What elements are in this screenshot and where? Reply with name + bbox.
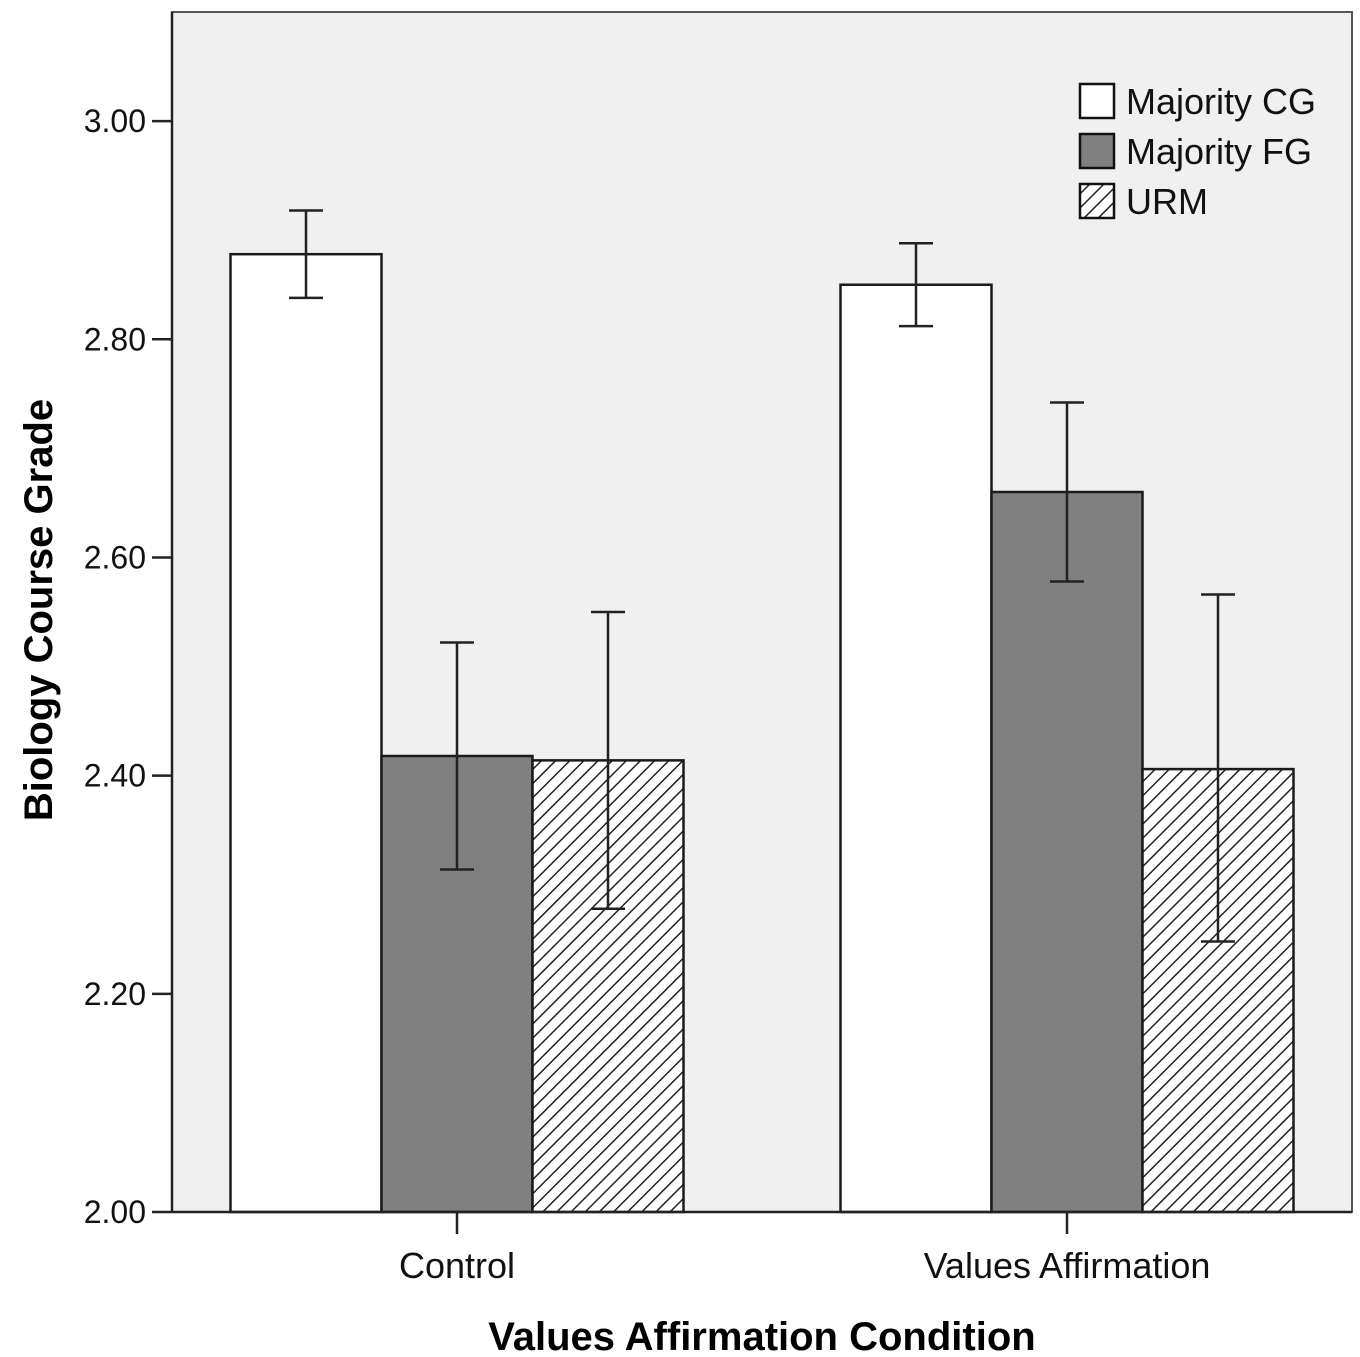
y-tick-label: 2.00	[84, 1194, 146, 1230]
x-tick-label: Values Affirmation	[924, 1245, 1211, 1286]
y-tick-label: 3.00	[84, 103, 146, 139]
y-tick-label: 2.20	[84, 976, 146, 1012]
error-bar	[1050, 401, 1084, 583]
legend-label: Majority FG	[1126, 131, 1312, 172]
x-axis-title: Values Affirmation Condition	[488, 1315, 1035, 1357]
y-tick-label: 2.40	[84, 758, 146, 794]
error-bar	[591, 610, 625, 910]
legend-swatch	[1078, 182, 1116, 220]
bar-values-affirmation-majority-cg	[839, 283, 993, 1214]
legend-label: Majority CG	[1126, 81, 1316, 122]
error-bar	[1201, 593, 1235, 943]
error-bar	[289, 209, 323, 300]
error-bar	[440, 641, 474, 871]
legend-label: URM	[1126, 181, 1208, 222]
x-tick-label: Control	[399, 1245, 515, 1286]
legend: Majority CG Majority FG URM	[1078, 81, 1316, 222]
bar-values-affirmation-majority-fg	[990, 490, 1144, 1214]
error-bar	[899, 242, 933, 328]
legend-swatch	[1078, 132, 1116, 170]
y-axis-title: Biology Course Grade	[17, 399, 61, 821]
bar-control-majority-cg	[229, 252, 383, 1214]
y-tick-label: 2.60	[84, 539, 146, 575]
legend-swatch	[1078, 82, 1116, 120]
y-tick-label: 2.80	[84, 321, 146, 357]
